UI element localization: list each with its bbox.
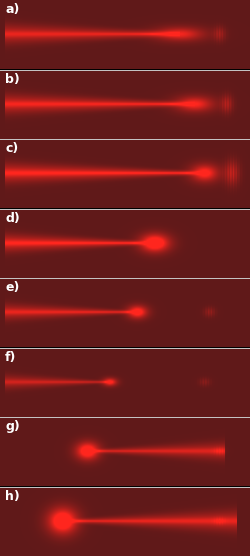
Text: f): f) (5, 351, 16, 364)
Text: c): c) (5, 142, 18, 156)
Text: d): d) (5, 212, 20, 225)
Text: g): g) (5, 420, 20, 434)
Text: e): e) (5, 281, 20, 295)
Text: a): a) (5, 3, 20, 17)
Text: h): h) (5, 490, 20, 503)
Text: b): b) (5, 73, 20, 86)
